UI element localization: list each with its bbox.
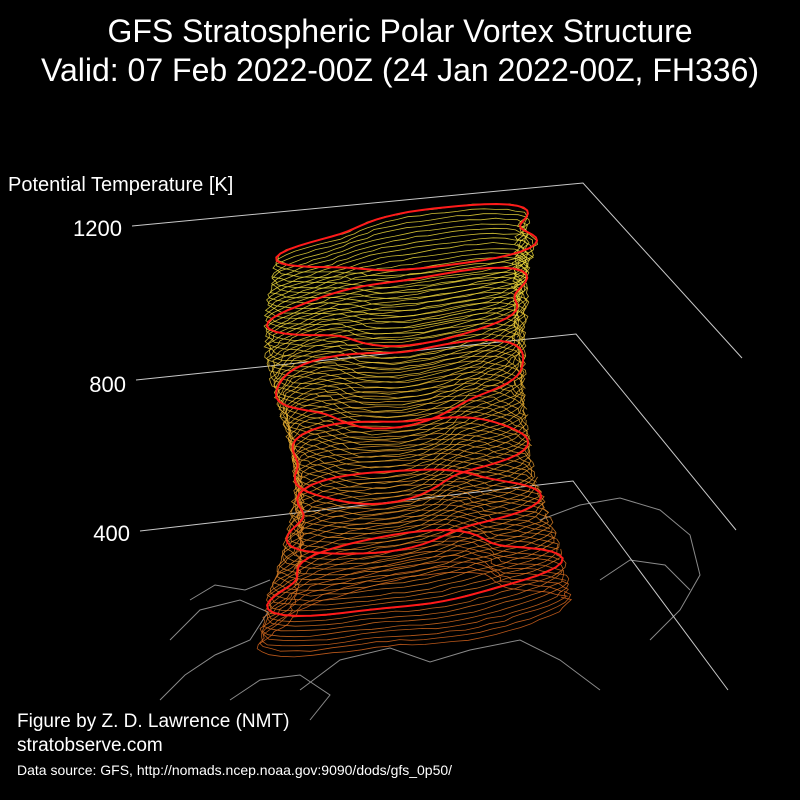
vortex-highlight-ring [285, 468, 543, 555]
axis-line-1200 [131, 182, 743, 359]
vortex-highlight-ring [274, 338, 525, 430]
tick-label-400: 400 [93, 521, 130, 546]
coastline-segment [229, 674, 331, 721]
credit-website: stratobserve.com [17, 735, 163, 756]
vortex-contour-ring [282, 366, 525, 458]
vortex-highlight-contours [265, 202, 564, 617]
vortex-contour-ring [285, 377, 526, 469]
vortex-highlight-ring [275, 202, 539, 272]
vortex-contour-ring [270, 318, 525, 406]
vortex-contour-ring [267, 248, 528, 323]
vortex-contour-ring [266, 307, 527, 395]
coastline-segment [599, 559, 691, 591]
coastline-segment [299, 639, 601, 691]
vortex-contour-ring [264, 296, 527, 383]
vortex-contour-ring [275, 208, 535, 277]
vortex-contour-ring [272, 213, 535, 283]
vortex-highlight-ring [265, 266, 529, 348]
coastline-segment [159, 599, 269, 701]
vortex-contour-ring [271, 223, 531, 294]
credit-data-source: Data source: GFS, http://nomads.ncep.noa… [17, 762, 453, 778]
vortex-contour-ring [272, 504, 557, 591]
vortex-contour-ring [288, 394, 527, 485]
tick-label-1200: 1200 [73, 216, 122, 241]
axis-line-800 [135, 333, 737, 531]
vortex-contour-ring [290, 438, 535, 525]
vortex-contour-ring [279, 360, 526, 452]
coastline-segment [189, 579, 271, 601]
vortex-contour-ring [273, 333, 526, 424]
vortex-contour-ring [271, 217, 535, 288]
vortex-contour-ring [289, 448, 536, 535]
vortex-contour-ring [282, 473, 546, 560]
vortex-contour-ring [266, 242, 529, 318]
vortex-contour-ring [269, 232, 530, 306]
vortex-contour-ring [284, 382, 528, 474]
vortex-contour-ring [265, 261, 530, 341]
vortex-contour-ring [266, 519, 559, 606]
vortex-contour-ring [282, 483, 549, 570]
axis-frame [131, 182, 743, 691]
vortex-highlight-ring [266, 529, 564, 617]
vortex-contour-ring [259, 565, 572, 652]
vortex-contour-ring [269, 514, 560, 602]
vortex-contour-ring [266, 301, 529, 389]
vortex-contour-ring [266, 523, 563, 612]
coastline-map [159, 497, 701, 721]
tick-label-800: 800 [89, 372, 126, 397]
vortex-contour-ring [263, 256, 529, 335]
vortex-contour-ring [273, 328, 527, 418]
vortex-contour-ring [267, 237, 528, 312]
vortex-contour-ring [270, 227, 531, 300]
axis-line-400 [139, 480, 729, 691]
vortex-contour-ring [282, 371, 526, 463]
vortex-contour-ring [265, 271, 529, 353]
z-axis-label: Potential Temperature [K] [8, 174, 234, 196]
vortex-contour-ring [256, 571, 573, 658]
coastline-segment [539, 497, 701, 641]
vortex-contour-ring [268, 322, 526, 413]
vortex-highlight-ring [291, 416, 530, 506]
vortex-contour-ring [266, 540, 564, 627]
vortex-contour-ring [264, 252, 528, 329]
credit-author: Figure by Z. D. Lawrence (NMT) [17, 711, 290, 732]
chart-subtitle: Valid: 07 Feb 2022-00Z (24 Jan 2022-00Z,… [40, 52, 760, 88]
chart-title: GFS Stratospheric Polar Vortex Structure [107, 13, 693, 49]
vortex-contour-ring [264, 281, 529, 365]
